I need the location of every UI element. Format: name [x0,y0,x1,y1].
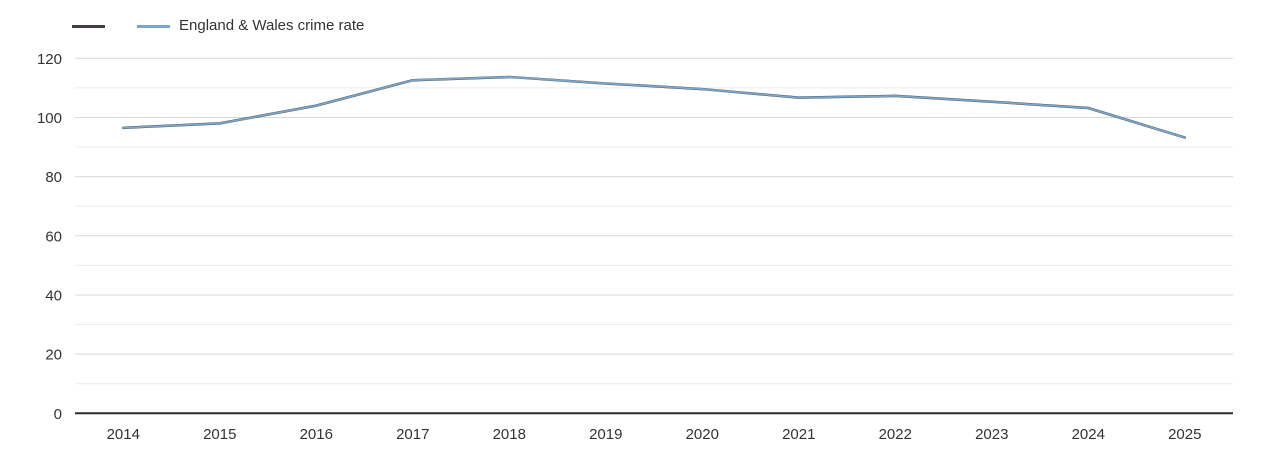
x-tick-label: 2015 [203,426,236,443]
y-tick-label: 120 [37,51,62,68]
x-tick-label: 2023 [975,426,1008,443]
legend-line-sample-dark [72,24,105,28]
x-tick-label: 2014 [107,426,140,443]
y-tick-label: 80 [45,169,62,186]
x-tick-label: 2019 [589,426,622,443]
y-tick-label: 20 [45,347,62,364]
series-line-england-wales [122,76,1186,139]
y-tick-label: 40 [45,287,62,304]
y-tick-label: 0 [54,406,62,423]
x-tick-label: 2025 [1168,426,1201,443]
x-tick-label: 2020 [686,426,719,443]
x-tick-label: 2022 [879,426,912,443]
chart-legend: England & Wales crime rate [72,17,364,35]
legend-item-england-wales[interactable]: England & Wales crime rate [137,17,364,35]
y-tick-label: 100 [37,110,62,127]
x-tick-label: 2021 [782,426,815,443]
x-tick-label: 2017 [396,426,429,443]
x-tick-label: 2024 [1072,426,1105,443]
x-tick-label: 2018 [493,426,526,443]
legend-item-area-series[interactable] [72,24,105,28]
legend-line-sample-blue [137,24,170,28]
x-tick-label: 2016 [300,426,333,443]
y-tick-label: 60 [45,228,62,245]
legend-label-england-wales: England & Wales crime rate [179,17,365,34]
